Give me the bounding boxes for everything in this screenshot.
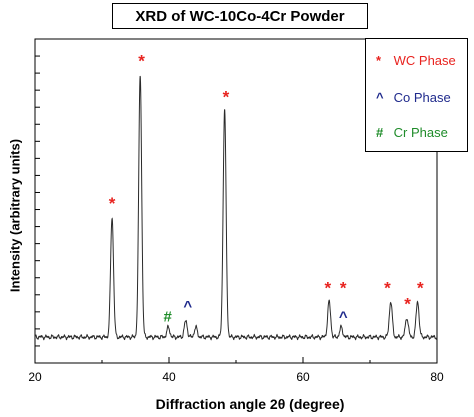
peak-annotation-cr: # bbox=[163, 308, 172, 325]
legend-item-wc: * WC Phase bbox=[376, 53, 456, 68]
chart-title: XRD of WC-10Co-4Cr Powder bbox=[112, 3, 368, 29]
peak-annotation-wc: * bbox=[324, 278, 331, 297]
peak-annotation-wc: * bbox=[340, 278, 347, 297]
x-tick-label: 60 bbox=[296, 370, 310, 384]
peak-annotation-wc: * bbox=[384, 278, 391, 297]
x-tick-label: 40 bbox=[162, 370, 176, 384]
x-tick-label: 20 bbox=[28, 370, 42, 384]
peak-annotation-co: ^ bbox=[339, 308, 348, 325]
peak-annotation-wc: * bbox=[223, 87, 230, 106]
peak-annotation-wc: * bbox=[138, 52, 145, 71]
legend-marker-cr: # bbox=[376, 125, 384, 140]
peak-annotation-wc: * bbox=[417, 278, 424, 297]
peak-annotation-wc: * bbox=[109, 194, 116, 213]
legend-label-co: Co Phase bbox=[393, 90, 451, 105]
y-axis-label: Intensity (arbitrary units) bbox=[7, 138, 23, 293]
legend-label-wc: WC Phase bbox=[393, 53, 456, 68]
peak-annotation-wc: * bbox=[404, 295, 411, 314]
peak-annotation-co: ^ bbox=[183, 298, 192, 315]
legend-item-cr: # Cr Phase bbox=[376, 125, 448, 140]
legend-item-co: ^ Co Phase bbox=[376, 90, 451, 105]
legend-marker-wc: * bbox=[376, 53, 382, 68]
legend: * WC Phase ^ Co Phase # Cr Phase bbox=[365, 38, 468, 152]
x-tick-label: 80 bbox=[430, 370, 444, 384]
xrd-spectrum-line bbox=[34, 75, 438, 341]
x-axis-label: Diffraction angle 2θ (degree) bbox=[155, 396, 345, 412]
legend-label-cr: Cr Phase bbox=[393, 125, 448, 140]
legend-marker-co: ^ bbox=[376, 90, 384, 105]
